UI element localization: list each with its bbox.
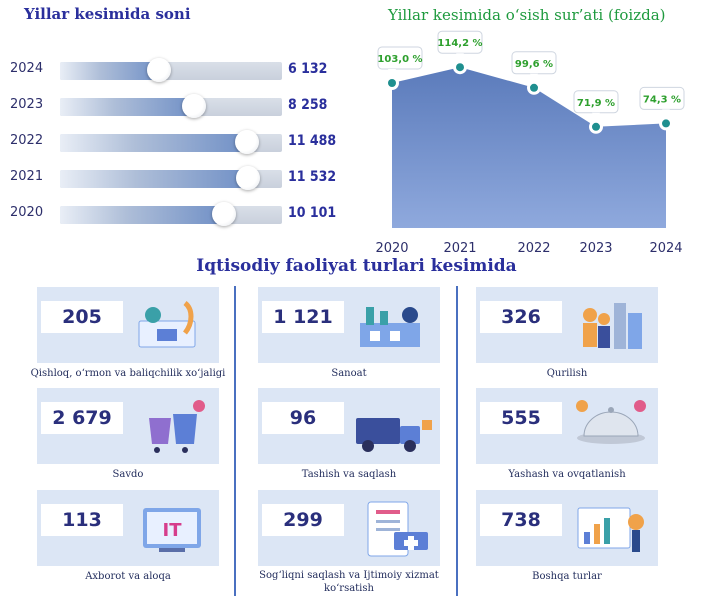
column-divider bbox=[234, 286, 236, 596]
card-label: Savdo bbox=[112, 469, 144, 480]
bar-row: 2021 11 532 bbox=[0, 166, 360, 190]
card-label: Qishloq, o‘rmon va baliqchilik xo‘jaligi bbox=[30, 368, 226, 379]
line-chart-title: Yillar kesimida o‘sish sur’ati (foizda) bbox=[388, 6, 666, 24]
x-tick-label: 2020 bbox=[375, 241, 408, 256]
bar-value-label: 11 488 bbox=[288, 133, 337, 149]
activity-card: 205 bbox=[37, 287, 219, 363]
data-label-box bbox=[437, 30, 483, 54]
data-value-label: 114,2 % bbox=[437, 38, 482, 49]
card-label: Tashish va saqlash bbox=[301, 469, 397, 480]
bar-row: 2023 8 258 bbox=[0, 94, 360, 118]
bar-chart: 2024 6 132 2023 8 258 2022 11 488 2021 11 532 20… bbox=[0, 58, 360, 238]
bar-track bbox=[60, 202, 282, 226]
bar-end-marker bbox=[235, 130, 259, 154]
healthcare-icon bbox=[350, 496, 436, 562]
bar bbox=[60, 62, 161, 80]
bar-category-label: 2024 bbox=[10, 61, 44, 76]
section-title: Iqtisodiy faoliyat turlari kesimida bbox=[196, 256, 517, 276]
card-label: Yashash va ovqatlanish bbox=[508, 469, 626, 480]
data-value-label: 74,3 % bbox=[643, 94, 681, 105]
svg-text:IT: IT bbox=[163, 520, 183, 541]
bar-value-label: 6 132 bbox=[288, 61, 328, 77]
bar bbox=[60, 134, 249, 152]
bar-category-label: 2022 bbox=[10, 133, 44, 148]
bar-end-marker bbox=[212, 202, 236, 226]
industry-icon bbox=[350, 293, 436, 359]
card-label: Sanoat bbox=[331, 368, 367, 379]
activity-card: 738 bbox=[476, 490, 658, 566]
bar-row: 2024 6 132 bbox=[0, 58, 360, 82]
data-value-label: 99,6 % bbox=[515, 59, 553, 70]
data-point bbox=[456, 63, 464, 72]
activity-card: 113 IT bbox=[37, 490, 219, 566]
bar bbox=[60, 98, 196, 116]
data-value-label: 103,0 % bbox=[377, 54, 422, 65]
x-tick-label: 2024 bbox=[649, 241, 682, 256]
data-point bbox=[530, 83, 538, 92]
bar-track bbox=[60, 130, 282, 154]
x-tick-label: 2021 bbox=[443, 241, 476, 256]
food-service-icon bbox=[568, 394, 654, 460]
x-tick-label: 2022 bbox=[517, 241, 550, 256]
growth-area-chart: 103,0 % 2020 114,2 % 2021 99,6 % 2022 71,9 % 20… bbox=[375, 30, 685, 256]
card-value: 1 121 bbox=[262, 301, 344, 333]
bar-track bbox=[60, 166, 282, 190]
bar-row: 2020 10 101 bbox=[0, 202, 360, 226]
analytics-icon bbox=[568, 496, 654, 562]
card-label: Qurilish bbox=[546, 368, 588, 379]
card-value: 2 679 bbox=[41, 402, 123, 434]
data-label-pointer bbox=[388, 68, 396, 75]
card-value: 96 bbox=[262, 402, 344, 434]
activity-card: 96 bbox=[258, 388, 440, 464]
activity-card: 2 679 bbox=[37, 388, 219, 464]
card-value: 299 bbox=[262, 504, 344, 536]
activity-card: 299 bbox=[258, 490, 440, 566]
activity-card: 1 121 bbox=[258, 287, 440, 363]
x-tick-label: 2023 bbox=[579, 241, 612, 256]
shopping-icon bbox=[129, 394, 215, 460]
data-point bbox=[592, 122, 600, 131]
column-divider bbox=[456, 286, 458, 596]
data-value-label: 71,9 % bbox=[577, 98, 615, 109]
data-label-pointer bbox=[530, 73, 538, 80]
bar-end-marker bbox=[236, 166, 260, 190]
agriculture-icon bbox=[129, 293, 215, 359]
bar-value-label: 11 532 bbox=[288, 169, 337, 185]
data-label-pointer bbox=[456, 53, 464, 60]
data-label-pointer bbox=[592, 112, 600, 119]
bar-chart-title: Yillar kesimida soni bbox=[24, 5, 191, 23]
card-label: Axborot va aloqa bbox=[85, 571, 171, 582]
bar-category-label: 2021 bbox=[10, 169, 44, 184]
data-label-box bbox=[377, 46, 423, 70]
bar-track bbox=[60, 94, 282, 118]
bar-category-label: 2023 bbox=[10, 97, 44, 112]
card-label: Boshqa turlar bbox=[532, 571, 602, 582]
data-label-pointer bbox=[662, 109, 670, 116]
card-value: 555 bbox=[480, 402, 562, 434]
data-point bbox=[662, 119, 670, 128]
data-label-box bbox=[639, 86, 685, 110]
bar-row: 2022 11 488 bbox=[0, 130, 360, 154]
card-value: 326 bbox=[480, 301, 562, 333]
area-series bbox=[392, 67, 666, 228]
card-value: 113 bbox=[41, 504, 123, 536]
bar-value-label: 8 258 bbox=[288, 97, 328, 113]
card-value: 205 bbox=[41, 301, 123, 333]
activity-card: 326 bbox=[476, 287, 658, 363]
activity-card: 555 bbox=[476, 388, 658, 464]
card-value: 738 bbox=[480, 504, 562, 536]
delivery-truck-icon bbox=[350, 394, 436, 460]
bar-end-marker bbox=[147, 58, 171, 82]
bar-value-label: 10 101 bbox=[288, 205, 337, 221]
bar-track bbox=[60, 58, 282, 82]
data-point bbox=[388, 79, 396, 87]
card-label: Sog‘liqni saqlash va Ijtimoiy xizmat ko‘… bbox=[259, 570, 439, 594]
bar bbox=[60, 206, 226, 224]
it-icon: IT bbox=[129, 496, 215, 562]
construction-icon bbox=[568, 293, 654, 359]
bar-end-marker bbox=[182, 94, 206, 118]
bar-category-label: 2020 bbox=[10, 205, 44, 220]
bar bbox=[60, 170, 250, 188]
